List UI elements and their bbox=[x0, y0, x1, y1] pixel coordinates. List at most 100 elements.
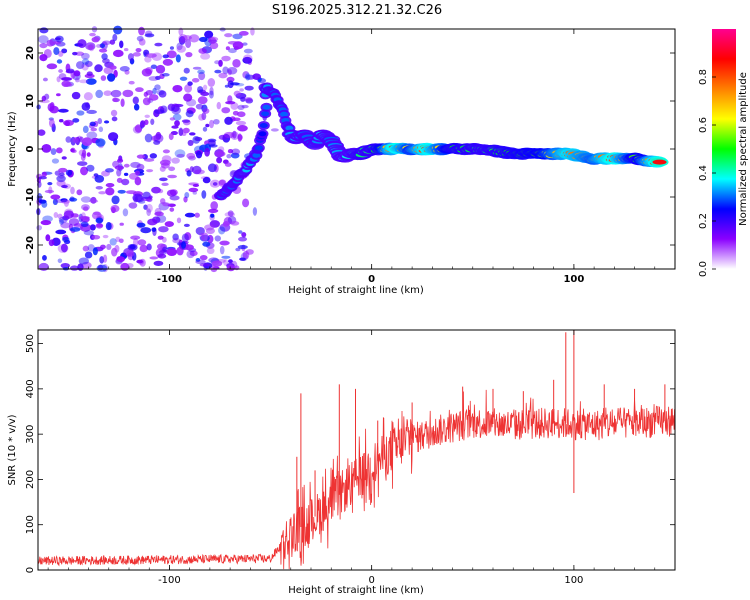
spectrogram-noise-point bbox=[112, 49, 124, 58]
spectrogram-noise-point bbox=[98, 126, 104, 133]
spectrogram-noise-point bbox=[83, 92, 93, 101]
spectrogram-noise-point bbox=[154, 42, 163, 47]
spectrogram-noise-point bbox=[219, 245, 225, 255]
spectrogram-noise-point bbox=[181, 241, 187, 249]
spectrogram-noise-point bbox=[118, 238, 124, 244]
spectrogram-noise-point bbox=[72, 149, 77, 153]
spectrogram-noise-point bbox=[154, 211, 164, 217]
spectrogram-noise-point bbox=[96, 223, 103, 228]
spectrogram-noise-point bbox=[137, 259, 145, 265]
spectrogram-noise-point bbox=[60, 222, 71, 229]
spectrogram-noise-point bbox=[41, 144, 52, 153]
spectrogram-noise-point bbox=[151, 227, 157, 232]
spectrogram-noise-point bbox=[116, 256, 126, 263]
spectrogram-noise-point bbox=[202, 241, 211, 247]
spectrogram-noise-point bbox=[80, 166, 89, 176]
spectrogram-noise-point bbox=[56, 59, 63, 64]
spectrogram-noise-point bbox=[65, 68, 75, 74]
spectrogram-noise-point bbox=[102, 40, 111, 45]
spectrogram-noise-point bbox=[209, 179, 221, 188]
spectrogram-noise-point bbox=[211, 260, 223, 267]
spectrogram-noise-point bbox=[68, 218, 80, 226]
spectrogram-noise-point bbox=[252, 73, 262, 80]
spectrogram-noise-point bbox=[113, 25, 123, 35]
spectrogram-noise-point bbox=[226, 264, 236, 272]
colorbar-tick-label: 0.4 bbox=[698, 165, 709, 181]
spectrogram-noise-point bbox=[234, 265, 240, 271]
spectrogram-noise-point bbox=[82, 245, 90, 252]
colorbar-tick-label: 0.0 bbox=[698, 261, 709, 277]
spectrogram-noise-point bbox=[63, 119, 74, 126]
colorbar-tick-label: 0.6 bbox=[698, 117, 709, 133]
spectrogram-noise-point bbox=[184, 84, 192, 93]
spectrogram-noise-point bbox=[168, 166, 176, 172]
spectrogram-noise-point bbox=[228, 48, 237, 54]
spectrogram-noise-point bbox=[62, 236, 70, 242]
spectrogram-noise-point bbox=[199, 263, 210, 267]
spectrogram-noise-point bbox=[185, 39, 192, 48]
spectrogram-noise-point bbox=[119, 66, 130, 72]
spectrogram-noise-point bbox=[230, 152, 240, 159]
spectrogram-noise-point bbox=[75, 51, 85, 56]
spectrogram-noise-point bbox=[76, 189, 83, 196]
spectrogram-noise-point bbox=[126, 249, 135, 258]
spectrogram-noise-point bbox=[128, 202, 138, 209]
spectrogram-noise-point bbox=[142, 97, 151, 106]
spectrogram-noise-point bbox=[105, 182, 115, 188]
spectrogram-noise-point bbox=[94, 64, 103, 73]
spectrogram-noise-point bbox=[55, 35, 64, 43]
spectrogram-noise-point bbox=[40, 219, 52, 226]
x-tick-label: 100 bbox=[564, 575, 583, 586]
spectrogram-noise-point bbox=[89, 199, 99, 203]
spectrogram-noise-point bbox=[144, 56, 152, 63]
y-tick-label: 200 bbox=[25, 470, 36, 489]
spectrogram-noise-point bbox=[230, 131, 239, 141]
spectrogram-noise-point bbox=[61, 156, 67, 160]
colorbar-gradient bbox=[712, 29, 736, 269]
spectrogram-noise-point bbox=[122, 89, 134, 98]
spectrogram-noise-point bbox=[172, 84, 183, 93]
spectrogram-noise-point bbox=[178, 128, 184, 136]
spectrogram-noise-point bbox=[242, 71, 250, 79]
snr-x-ticks: -100 0 100 bbox=[47, 330, 676, 586]
spectrogram-noise-point bbox=[79, 215, 90, 220]
spectrogram-noise-point bbox=[149, 153, 158, 159]
spectrogram-noise-point bbox=[171, 106, 181, 115]
spectrogram-noise-point bbox=[95, 185, 103, 190]
spectrogram-y-axis-title: Frequency (Hz) bbox=[7, 111, 18, 187]
spectrogram-noise-point bbox=[117, 158, 124, 163]
spectrogram-noise-point bbox=[42, 255, 47, 261]
spectrogram-noise-point bbox=[126, 262, 134, 269]
spectrogram-noise-point bbox=[95, 217, 104, 224]
spectrogram-noise-point bbox=[204, 30, 214, 39]
spectrogram-noise-point bbox=[224, 33, 233, 38]
spectrogram-noise-point bbox=[89, 32, 96, 37]
spectrogram-noise-point bbox=[169, 117, 176, 121]
spectrogram-x-ticks: -100 0 100 bbox=[47, 29, 676, 285]
y-tick-label: 300 bbox=[25, 425, 36, 444]
spectrogram-noise-point bbox=[140, 120, 146, 128]
spectrogram-noise-point bbox=[228, 259, 233, 264]
spectrogram-noise-point bbox=[154, 207, 162, 216]
spectrogram-noise-point bbox=[155, 64, 166, 74]
snr-frame bbox=[37, 329, 676, 571]
spectrogram-noise-point bbox=[150, 118, 155, 125]
spectrogram-noise-point bbox=[116, 168, 122, 177]
spectrogram-noise-point bbox=[210, 213, 215, 218]
spectrogram-noise-point bbox=[98, 48, 108, 53]
spectrogram-noise-point bbox=[242, 42, 248, 46]
y-tick-label: 20 bbox=[25, 46, 36, 60]
spectrogram-noise-point bbox=[151, 186, 161, 194]
spectrogram-noise-point bbox=[102, 234, 109, 239]
spectrogram-x-axis-title: Height of straight line (km) bbox=[288, 285, 424, 296]
spectrogram-noise-point bbox=[112, 33, 118, 42]
spectrogram-noise-point bbox=[109, 65, 117, 70]
spectrogram-noise-point bbox=[48, 239, 55, 247]
spectrogram-noise-point bbox=[188, 34, 200, 43]
spectrogram-noise-point bbox=[150, 64, 158, 69]
spectrogram-noise-point bbox=[115, 236, 121, 243]
spectrogram-noise-point bbox=[61, 48, 68, 54]
spectrogram-noise-point bbox=[237, 125, 248, 132]
spectrogram-noise-point bbox=[80, 196, 92, 203]
